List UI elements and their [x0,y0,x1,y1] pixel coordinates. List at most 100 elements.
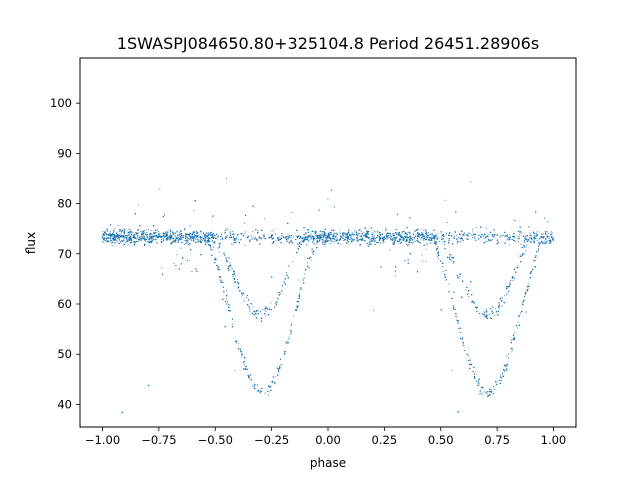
data-point [200,232,202,234]
data-point [223,252,225,254]
data-point [211,240,213,242]
data-point [135,236,137,238]
data-point [404,232,406,234]
data-point [111,235,113,237]
data-point [501,305,503,307]
data-point [109,231,111,233]
data-point [529,235,531,237]
data-point [440,239,442,241]
data-point [247,235,250,237]
data-point [289,329,291,331]
data-point [516,237,518,240]
data-point [114,228,116,230]
data-point [529,273,531,275]
data-point [103,239,106,241]
data-point [291,324,293,327]
data-point [117,241,119,243]
data-point [392,233,394,235]
data-point [383,242,385,244]
data-point [506,294,508,296]
data-point [125,242,127,244]
data-point [499,237,501,239]
data-point [187,242,189,244]
data-point [527,283,529,285]
data-point [201,236,203,238]
data-point [288,336,290,338]
data-point [183,236,185,239]
data-point [444,199,446,201]
data-point [135,234,137,236]
data-point [536,233,538,235]
data-point [232,274,234,276]
data-point [310,235,312,237]
data-point [121,239,123,241]
data-point [470,301,473,303]
data-point [314,243,316,245]
data-point [140,238,142,240]
data-point [358,232,360,235]
data-point [161,267,163,269]
data-point [455,234,457,236]
data-point [318,241,320,243]
data-point [109,236,112,238]
data-point [299,293,301,295]
data-point [321,235,323,237]
data-point [244,360,246,362]
data-point [263,234,265,236]
data-point [313,230,315,232]
data-point [132,235,134,237]
data-point [407,245,409,247]
data-point [176,254,178,256]
data-point [112,236,114,238]
data-point [393,233,395,235]
data-point [120,234,122,236]
data-point [519,312,522,314]
data-point [257,390,259,393]
data-point [356,240,358,242]
data-point [457,236,460,238]
data-point [395,233,397,235]
data-point [157,231,159,233]
data-point [180,234,182,236]
data-point [188,235,191,237]
data-point [487,236,489,238]
data-point [525,235,527,238]
data-point [283,351,285,353]
data-point [290,333,292,335]
data-point [427,231,430,233]
data-point [517,321,519,323]
data-point [229,230,231,232]
data-point [117,225,119,227]
data-point [144,235,146,237]
data-point [342,234,344,236]
data-point [517,327,519,329]
data-point [151,234,153,236]
data-point [500,235,502,238]
data-point [141,236,143,238]
data-point [474,236,476,238]
data-point [543,240,545,242]
data-point [113,231,115,234]
data-point [482,393,484,395]
data-point [285,272,287,274]
data-point [110,240,112,242]
data-point [315,235,318,237]
data-point [513,339,515,341]
data-point [191,271,193,273]
data-point [517,265,519,267]
data-point [534,259,536,261]
data-point [288,341,290,343]
data-point [398,239,400,241]
data-point [466,238,468,240]
data-point [524,242,526,244]
data-point [144,234,147,236]
data-point [233,233,235,236]
data-point [169,232,171,234]
data-point [525,237,527,239]
data-point [179,232,181,234]
data-point [231,323,233,325]
data-point [192,233,194,235]
data-point [219,246,221,249]
data-point [467,355,469,357]
data-point [374,237,376,239]
